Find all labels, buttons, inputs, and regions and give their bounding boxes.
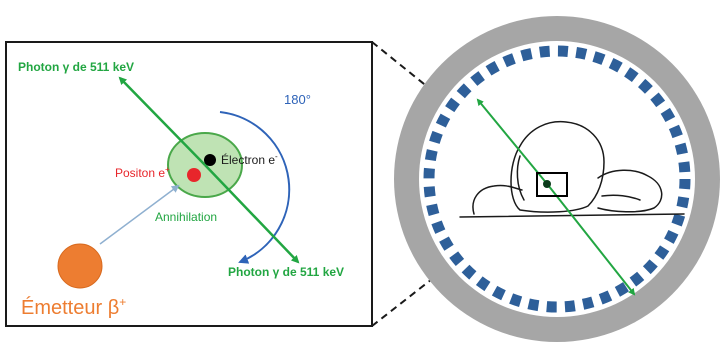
positon-label: Positon e+ (115, 165, 170, 180)
photon-line-left (118, 76, 206, 166)
photon-line-right (204, 164, 300, 264)
electron-label: Électron e- (221, 152, 278, 167)
angle-arc (219, 111, 291, 264)
photon-bottom-label: Photon γ de 511 keV (228, 265, 344, 279)
angle-label: 180° (284, 92, 311, 107)
scanner-photon-line-down (547, 184, 636, 296)
photon-top-label: Photon γ de 511 keV (18, 60, 134, 74)
annihilation-label: Annihilation (155, 210, 217, 224)
positon-path-arrow (99, 184, 180, 245)
detector-ring (423, 45, 691, 313)
positon-dot (187, 168, 201, 182)
zoom-box (536, 172, 568, 197)
electron-dot (204, 154, 216, 166)
scanner-photon-line-up (476, 98, 549, 186)
annihilation-point (543, 180, 551, 188)
emitter-label: Émetteur β+ (21, 295, 126, 319)
emitter-circle (57, 243, 103, 289)
scanner-inner-area (437, 59, 677, 299)
